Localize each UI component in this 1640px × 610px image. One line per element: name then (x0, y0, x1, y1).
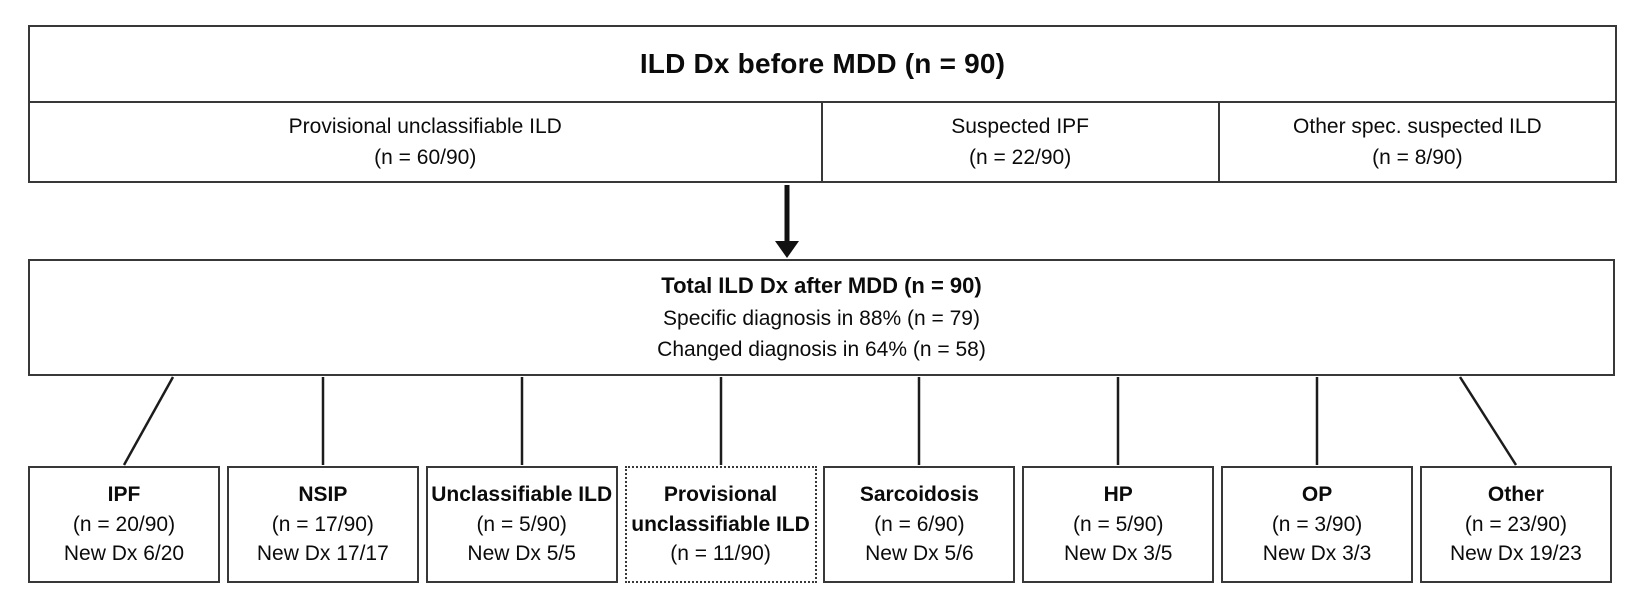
dx-count: (n = 5/90) (1072, 512, 1164, 536)
dx-title: OP (1301, 483, 1333, 507)
dx-count: (n = 11/90) (670, 542, 771, 566)
dx-box-provisional-unclassifiable-ild: Provisional unclassifiable ILD (n = 11/9… (624, 466, 817, 583)
dx-title: Unclassifiable ILD (431, 483, 613, 507)
dx-new: New Dx 3/3 (1262, 542, 1372, 566)
cell-provisional-unclassifiable-ild: Provisional unclassifiable ILD (n = 60/9… (30, 103, 821, 181)
dx-count: (n = 6/90) (874, 512, 965, 536)
specific-diagnosis-line: Specific diagnosis in 88% (n = 79) (663, 306, 980, 330)
dx-new: New Dx 6/20 (63, 542, 185, 566)
dx-new: New Dx 5/5 (467, 542, 576, 566)
ild-before-mdd-box: ILD Dx before MDD (n = 90) Provisional u… (28, 25, 1617, 183)
total-after-mdd-box: Total ILD Dx after MDD (n = 90) Specific… (28, 259, 1615, 376)
dx-box-unclassifiable-ild: Unclassifiable ILD (n = 5/90) New Dx 5/5 (425, 466, 618, 583)
dx-count: (n = 20/90) (72, 512, 176, 536)
dx-count: (n = 17/90) (271, 512, 374, 536)
dx-count: (n = 23/90) (1464, 512, 1567, 536)
dx-title: HP (1103, 483, 1133, 507)
cell-label: Provisional unclassifiable ILD (288, 114, 562, 138)
cell-label: Suspected IPF (951, 114, 1089, 138)
cell-count: (n = 8/90) (1372, 146, 1463, 169)
dx-title: Other (1487, 483, 1544, 507)
ild-before-mdd-title: ILD Dx before MDD (n = 90) (30, 27, 1615, 103)
cell-count: (n = 22/90) (969, 146, 1072, 169)
dx-title: NSIP (298, 483, 348, 507)
changed-diagnosis-line: Changed diagnosis in 64% (n = 58) (657, 337, 986, 361)
down-arrow-icon (775, 185, 799, 258)
cell-count: (n = 60/90) (374, 146, 477, 169)
dx-box-ipf: IPF (n = 20/90) New Dx 6/20 (28, 466, 220, 583)
cell-suspected-ipf: Suspected IPF (n = 22/90) (820, 103, 1218, 181)
connector-ipf (122, 376, 175, 466)
dx-count: (n = 5/90) (476, 512, 567, 536)
cell-label: Other spec. suspected ILD (1293, 114, 1542, 138)
dx-new: New Dx 3/5 (1063, 542, 1173, 566)
total-after-mdd-title: Total ILD Dx after MDD (n = 90) (661, 273, 982, 299)
cell-other-spec-suspected-ild: Other spec. suspected ILD (n = 8/90) (1217, 103, 1615, 181)
dx-box-sarcoidosis: Sarcoidosis (n = 6/90) New Dx 5/6 (823, 466, 1016, 583)
diagnosis-row: IPF (n = 20/90) New Dx 6/20 NSIP (n = 17… (28, 466, 1612, 583)
dx-title: Provisional unclassifiable ILD (631, 483, 810, 536)
dx-title: Sarcoidosis (859, 483, 979, 507)
dx-new: New Dx 5/6 (865, 542, 974, 566)
dx-box-op: OP (n = 3/90) New Dx 3/3 (1221, 466, 1414, 583)
ild-before-mdd-subrow: Provisional unclassifiable ILD (n = 60/9… (30, 103, 1615, 181)
dx-box-nsip: NSIP (n = 17/90) New Dx 17/17 (226, 466, 419, 583)
dx-count: (n = 3/90) (1271, 512, 1363, 536)
connector-other (1458, 376, 1518, 466)
dx-title: IPF (107, 483, 141, 507)
dx-new: New Dx 19/23 (1449, 542, 1582, 566)
dx-box-hp: HP (n = 5/90) New Dx 3/5 (1022, 466, 1215, 583)
dx-new: New Dx 17/17 (256, 542, 389, 566)
dx-box-other: Other (n = 23/90) New Dx 19/23 (1419, 466, 1612, 583)
